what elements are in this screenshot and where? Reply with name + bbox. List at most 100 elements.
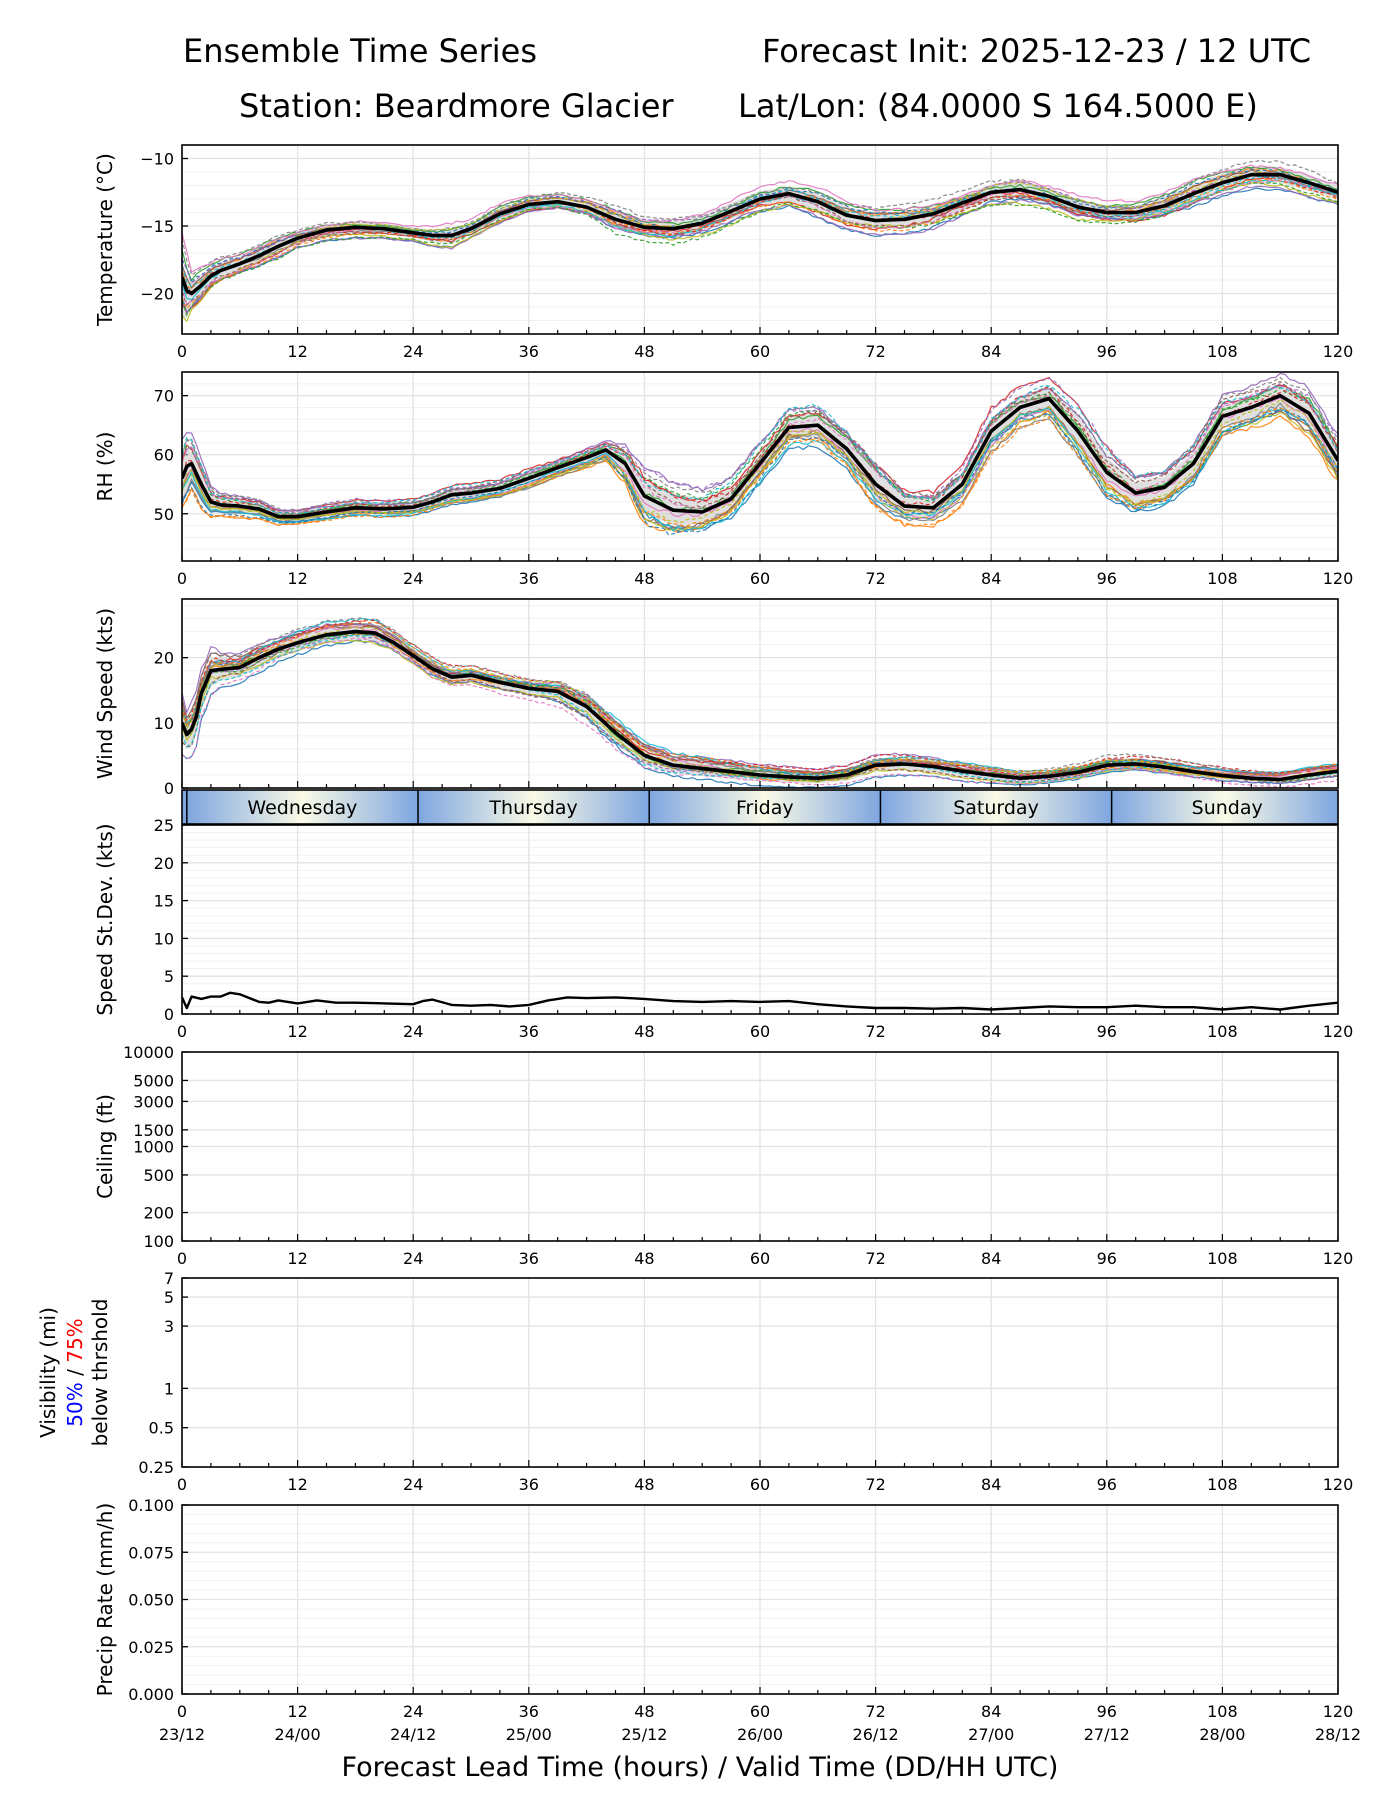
x-tick-label: 108	[1207, 569, 1238, 588]
valid-time-label: 24/00	[275, 1725, 321, 1744]
x-tick-label: 12	[287, 569, 307, 588]
ensemble-member-line	[182, 619, 1338, 776]
ensemble-member-line	[182, 402, 1338, 531]
x-tick-label: 72	[865, 1249, 885, 1268]
valid-time-label: 26/00	[737, 1725, 783, 1744]
ensemble-member-line	[182, 617, 1338, 775]
y-tick-label: 0.050	[128, 1591, 174, 1610]
y-tick-label: −10	[140, 150, 174, 169]
y-tick-label: 10000	[123, 1043, 174, 1062]
x-tick-label: 48	[634, 1702, 654, 1721]
y-tick-label: 0.025	[128, 1638, 174, 1657]
panel-precip: 0.000 0.025 0.050 0.075 0.100 0 12 24 36 48 60 72 84…	[93, 1496, 1353, 1721]
x-tick-label: 84	[981, 1022, 1001, 1041]
x-tick-label: 24	[403, 569, 423, 588]
x-tick-label: 0	[177, 342, 187, 361]
x-tick-label: 36	[519, 1475, 539, 1494]
x-tick-label: 120	[1323, 1022, 1354, 1041]
ensemble-member-line	[182, 407, 1338, 527]
forecast-init: Forecast Init: 2025-12-23 / 12 UTC	[762, 32, 1312, 70]
x-tick-label: 0	[177, 569, 187, 588]
valid-time-label: 28/12	[1315, 1725, 1361, 1744]
panel-rh: 50 60 70 0 12 24 36 48 60 72 84 96 108 120 RH (%)	[93, 371, 1353, 588]
weekday-band: Wednesday Thursday Friday Saturday Sunday	[181, 789, 1339, 825]
y-tick-label: 0.100	[128, 1496, 174, 1515]
y-tick-label: 5000	[133, 1071, 174, 1090]
x-tick-label: 0	[177, 1249, 187, 1268]
y-tick-label: 0	[164, 1005, 174, 1024]
weekday-label: Thursday	[488, 797, 577, 819]
x-tick-label: 12	[287, 1022, 307, 1041]
ensemble-member-line	[182, 377, 1338, 512]
x-tick-label: 72	[865, 569, 885, 588]
x-tick-label: 48	[634, 569, 654, 588]
y-tick-label: −15	[140, 217, 174, 236]
x-tick-label: 108	[1207, 342, 1238, 361]
panel-temperature: −20 −15 −10 0 12 24 36 48 60 72 84 96 108 120 Temperat…	[93, 144, 1354, 361]
x-tick-label: 60	[750, 1702, 770, 1721]
y-axis-sublabel-2: below thrshold	[88, 1299, 112, 1447]
x-tick-label: 0	[177, 1475, 187, 1494]
weekday-frame	[181, 789, 1339, 825]
y-tick-label: 0.000	[128, 1685, 174, 1704]
y-tick-label: 3	[164, 1317, 174, 1336]
ensemble-members	[182, 372, 1338, 536]
x-tick-label: 48	[634, 1249, 654, 1268]
x-tick-label: 36	[519, 1022, 539, 1041]
x-tick-label: 120	[1323, 342, 1354, 361]
x-axis-label: Forecast Lead Time (hours) / Valid Time …	[341, 1752, 1059, 1783]
ensemble-member-line	[182, 385, 1338, 516]
chart-title: Ensemble Time Series	[183, 32, 537, 70]
y-axis-label: Wind Speed (kts)	[93, 608, 117, 779]
y-tick-label: 5	[164, 1288, 174, 1307]
y-tick-label: 5	[164, 967, 174, 986]
y-tick-label: 50	[154, 505, 174, 524]
vis-50-label: 50%	[63, 1382, 87, 1426]
y-tick-label: 1000	[133, 1138, 174, 1157]
y-axis-label: Speed St.Dev. (kts)	[93, 823, 117, 1015]
x-tick-label: 120	[1323, 1249, 1354, 1268]
x-tick-label: 108	[1207, 1475, 1238, 1494]
ensemble-member-line	[182, 407, 1338, 536]
y-tick-label: −20	[140, 285, 174, 304]
x-tick-label: 60	[750, 1475, 770, 1494]
x-tick-label: 0	[177, 1022, 187, 1041]
y-axis-label: Ceiling (ft)	[93, 1094, 117, 1199]
station-latlon: Lat/Lon: (84.0000 S 164.5000 E)	[738, 87, 1258, 125]
y-axis-label: Precip Rate (mm/h)	[93, 1503, 117, 1697]
x-tick-label: 12	[287, 342, 307, 361]
y-tick-label: 200	[143, 1204, 174, 1223]
weekday-label: Wednesday	[247, 797, 357, 819]
x-tick-label: 84	[981, 1702, 1001, 1721]
y-tick-label: 3000	[133, 1092, 174, 1111]
y-tick-label: 7	[164, 1269, 174, 1288]
weekday-segment	[649, 790, 881, 824]
valid-time-label: 27/00	[968, 1725, 1014, 1744]
y-tick-label: 15	[154, 892, 174, 911]
x-tick-label: 24	[403, 1249, 423, 1268]
valid-time-label: 24/12	[390, 1725, 436, 1744]
ensemble-member-line	[182, 633, 1338, 784]
vis-sep-label: /	[63, 1363, 87, 1382]
x-tick-label: 96	[1097, 1702, 1117, 1721]
valid-time-label: 23/12	[159, 1725, 205, 1744]
x-tick-label: 24	[403, 342, 423, 361]
y-axis-label: Temperature (°C)	[93, 153, 117, 327]
ensemble-member-line	[182, 159, 1338, 277]
ensemble-member-line	[182, 380, 1338, 515]
y-axis-label: RH (%)	[93, 432, 117, 502]
ensemble-member-line	[182, 620, 1338, 777]
ensemble-member-line	[182, 634, 1338, 785]
y-tick-label: 60	[154, 446, 174, 465]
x-tick-label: 36	[519, 1249, 539, 1268]
x-tick-label: 72	[865, 1702, 885, 1721]
x-tick-label: 48	[634, 1475, 654, 1494]
y-tick-label: 0.25	[138, 1458, 174, 1477]
x-tick-label: 120	[1323, 1475, 1354, 1494]
vis-75-label: 75%	[63, 1318, 87, 1362]
x-tick-label: 60	[750, 569, 770, 588]
y-axis-label: Visibility (mi)	[36, 1307, 60, 1438]
valid-time-label: 27/12	[1084, 1725, 1130, 1744]
x-tick-label: 12	[287, 1702, 307, 1721]
x-tick-label: 0	[177, 1702, 187, 1721]
